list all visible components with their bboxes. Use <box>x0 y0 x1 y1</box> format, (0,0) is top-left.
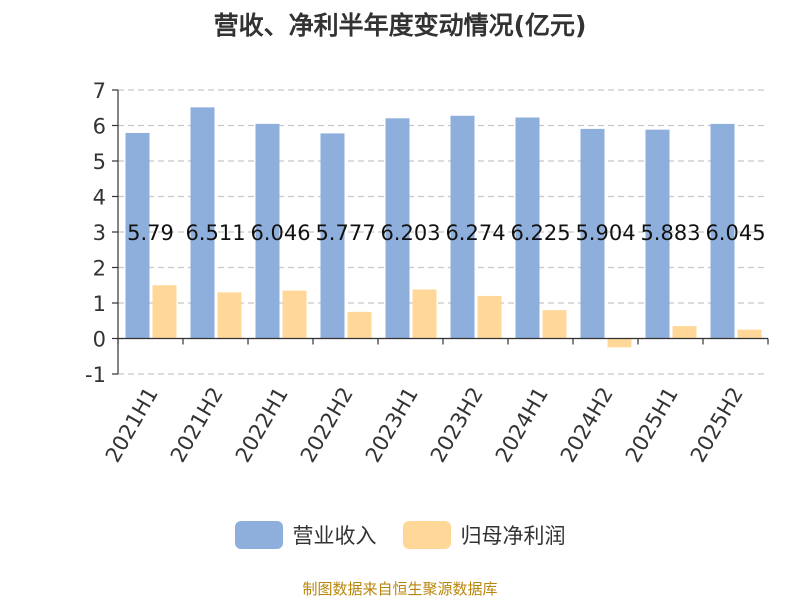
data-label: 6.511 <box>185 221 245 245</box>
data-label: 5.904 <box>575 221 635 245</box>
net-profit-bar <box>217 292 242 339</box>
net-profit-bar <box>412 289 437 339</box>
net-profit-bar <box>152 285 177 339</box>
x-tick-label: 2021H1 <box>101 383 163 467</box>
y-tick-label: 3 <box>93 221 106 245</box>
net-profit-bar <box>282 290 307 339</box>
net-profit-bar <box>672 326 697 339</box>
y-tick-label: 5 <box>93 150 106 174</box>
revenue-bar <box>385 118 410 339</box>
data-label: 6.046 <box>250 221 310 245</box>
net-profit-bar <box>347 311 372 339</box>
revenue-bar <box>580 128 605 339</box>
x-tick-label: 2022H1 <box>231 383 293 467</box>
y-tick-label: 7 <box>93 79 106 103</box>
data-labels: 5.79 6.511 6.046 5.777 6.203 6.274 6.225 5.904 5… <box>127 221 765 245</box>
revenue-bar <box>190 107 215 339</box>
legend-swatch-net-profit <box>402 521 451 549</box>
legend-swatch-revenue <box>234 521 283 549</box>
data-label: 5.79 <box>127 221 174 245</box>
x-tick-label: 2023H1 <box>361 383 423 467</box>
data-label: 6.203 <box>380 221 440 245</box>
x-tick-label: 2021H2 <box>166 383 228 467</box>
y-tick-label: 0 <box>93 328 106 352</box>
data-label: 5.777 <box>315 221 375 245</box>
net-profit-bar <box>737 329 762 339</box>
x-tick-label: 2024H2 <box>556 383 618 467</box>
chart-title: 营收、净利半年度变动情况(亿元) <box>213 11 587 40</box>
revenue-bar <box>125 132 150 339</box>
net-profit-bar <box>542 310 567 339</box>
y-tick-label: 1 <box>93 292 106 316</box>
legend-label-net-profit: 归母净利润 <box>460 524 566 548</box>
legend-label-revenue: 营业收入 <box>292 524 377 548</box>
source-note: 制图数据来自恒生聚源数据库 <box>302 580 498 598</box>
x-tick-label: 2025H2 <box>686 383 748 467</box>
revenue-bar <box>255 123 280 339</box>
x-tick-label: 2024H1 <box>491 383 553 467</box>
x-tick-label: 2022H2 <box>296 383 358 467</box>
revenue-bar <box>450 115 475 339</box>
data-label: 6.274 <box>445 221 505 245</box>
legend-item-revenue[interactable]: 营业收入 <box>234 520 377 550</box>
x-tick-label: 2025H1 <box>621 383 683 467</box>
revenue-bar <box>320 133 345 339</box>
y-tick-label: 4 <box>93 186 106 210</box>
legend-item-net-profit[interactable]: 归母净利润 <box>402 520 566 550</box>
y-tick-label: 2 <box>93 257 106 281</box>
net-profit-bar <box>607 338 632 348</box>
revenue-bar <box>710 123 735 339</box>
revenue-bar <box>515 117 540 339</box>
y-tick-label: 6 <box>93 115 106 139</box>
data-label: 6.045 <box>705 221 765 245</box>
legend: 营业收入 归母净利润 <box>0 520 800 550</box>
y-tick-label: -1 <box>85 363 106 387</box>
bars <box>125 107 762 348</box>
net-profit-bar <box>477 295 502 339</box>
data-label: 5.883 <box>640 221 700 245</box>
x-tick-label: 2023H2 <box>426 383 488 467</box>
data-label: 6.225 <box>510 221 570 245</box>
revenue-bar <box>645 129 670 339</box>
